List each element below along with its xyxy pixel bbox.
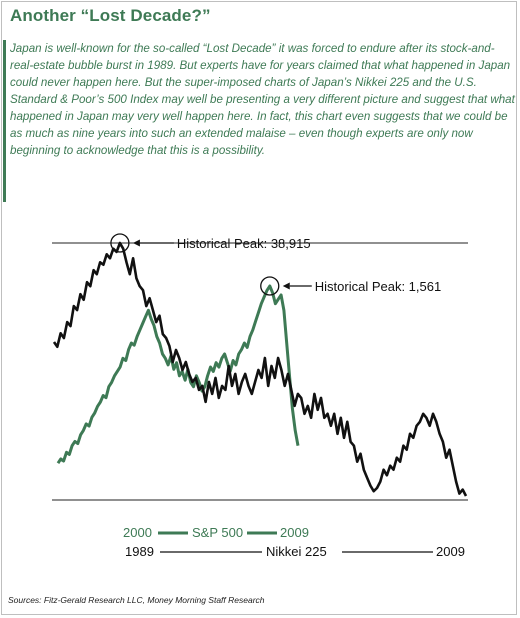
legend-nikkei-start-year: 1989 — [125, 544, 154, 559]
nikkei-line — [52, 241, 468, 497]
legend-nikkei: 1989 Nikkei 225 2009 — [125, 544, 465, 559]
nikkei-peak-marker — [110, 233, 130, 253]
annotation-layer: Historical Peak: 38,915 Historical Peak: … — [110, 233, 441, 296]
source-note: Sources: Fitz-Gerald Research LLC, Money… — [8, 595, 265, 605]
intro-accent-bar — [3, 40, 6, 202]
series-layer — [52, 241, 468, 497]
sp500-peak-arrowhead — [282, 282, 290, 290]
legend-sp500: 2000 S&P 500 2009 — [123, 525, 309, 540]
sp500-peak-marker — [260, 276, 280, 296]
legend-nikkei-end-year: 2009 — [436, 544, 465, 559]
legend-sp500-start-year: 2000 — [123, 525, 152, 540]
legend-sp500-end-year: 2009 — [280, 525, 309, 540]
nikkei-peak-arrowhead — [132, 239, 140, 247]
nikkei-peak-label: Historical Peak: 38,915 — [177, 236, 311, 251]
headline: Another “Lost Decade?” — [10, 6, 211, 25]
sp500-peak-label: Historical Peak: 1,561 — [315, 279, 441, 294]
legend-sp500-label: S&P 500 — [192, 525, 243, 540]
intro-paragraph: Japan is well-known for the so-called “L… — [10, 42, 515, 157]
sp500-line — [56, 284, 300, 465]
legend-nikkei-label: Nikkei 225 — [266, 544, 327, 559]
